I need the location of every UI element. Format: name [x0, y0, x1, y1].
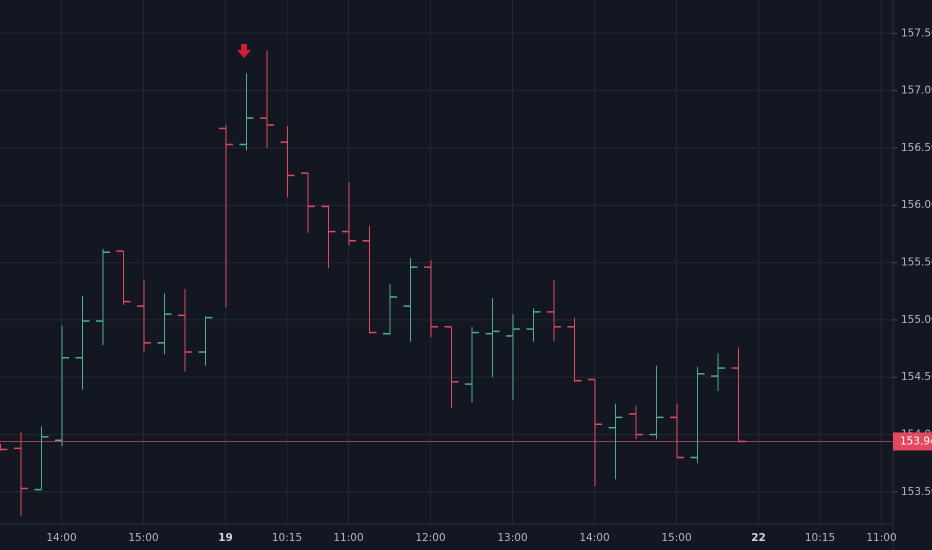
ohlc-bar: [137, 279, 152, 353]
ohlc-bar: [157, 293, 172, 355]
y-tick-label: 155.50: [901, 257, 932, 269]
x-tick-label: 11:00: [333, 532, 363, 544]
y-tick-label: 157.50: [901, 27, 932, 39]
ohlc-bar: [629, 405, 644, 440]
ohlc-bar: [526, 308, 541, 342]
ohlc-bar: [55, 325, 70, 447]
ohlc-bar: [75, 295, 90, 390]
bars: [0, 50, 893, 516]
ohlc-bar: [403, 257, 418, 342]
ohlc-bar: [424, 260, 439, 338]
x-tick-label: 15:00: [661, 532, 691, 544]
x-tick-label: 14:00: [579, 532, 609, 544]
ohlc-bar: [506, 314, 521, 401]
labels: 153.50154.00154.50155.00155.50156.00156.…: [46, 27, 932, 544]
ohlc-bar: [690, 366, 705, 464]
x-tick-label: 22: [751, 532, 766, 544]
ohlc-bar: [485, 298, 500, 378]
x-tick-label: 13:00: [497, 532, 527, 544]
x-tick-label: 19: [218, 532, 233, 544]
y-tick-label: 156.00: [901, 199, 932, 211]
last-price-box: [893, 432, 932, 451]
ohlc-bar: [301, 172, 316, 233]
x-tick-label: 10:15: [272, 532, 302, 544]
ohlc-bar: [362, 225, 377, 334]
x-tick-label: 15:00: [128, 532, 158, 544]
signal-arrow: [237, 44, 251, 58]
y-tick-label: 155.00: [901, 314, 932, 326]
ohlc-bar: [219, 124, 234, 308]
ohlc-bar: [649, 365, 664, 440]
last-price-label: 153.94: [900, 435, 932, 447]
grid: [0, 0, 893, 524]
ohlc-bar: [178, 288, 193, 372]
ohlc-bar: [547, 279, 562, 342]
ohlc-bar: [383, 284, 398, 335]
ohlc-bar: [711, 353, 726, 391]
ohlc-bar: [465, 326, 480, 403]
ohlc-bar: [321, 205, 336, 269]
ohlc-bar: [588, 378, 603, 487]
y-tick-label: 154.50: [901, 371, 932, 383]
ohlc-bar: [342, 182, 357, 246]
ohlc-bar: [670, 403, 685, 459]
x-tick-label: 12:00: [415, 532, 445, 544]
ohlc-bar: [116, 250, 131, 305]
y-tick-label: 153.50: [901, 486, 932, 498]
ohlc-bar: [198, 316, 213, 366]
ohlc-bar: [280, 126, 295, 198]
ohlc-bar: [239, 73, 254, 151]
x-tick-label: 10:15: [805, 532, 835, 544]
x-tick-label: 11:00: [866, 532, 896, 544]
ohlc-bar: [0, 443, 8, 451]
ohlc-bar: [96, 248, 111, 346]
ohlc-bar: [444, 326, 459, 409]
y-tick-label: 157.00: [901, 85, 932, 97]
y-tick-label: 156.50: [901, 142, 932, 154]
x-tick-label: 14:00: [46, 532, 76, 544]
ohlc-bar: [14, 432, 29, 516]
ohlc-bar: [260, 50, 275, 148]
ohlc-bar: [567, 317, 582, 382]
ohlc-bar: [34, 426, 49, 491]
